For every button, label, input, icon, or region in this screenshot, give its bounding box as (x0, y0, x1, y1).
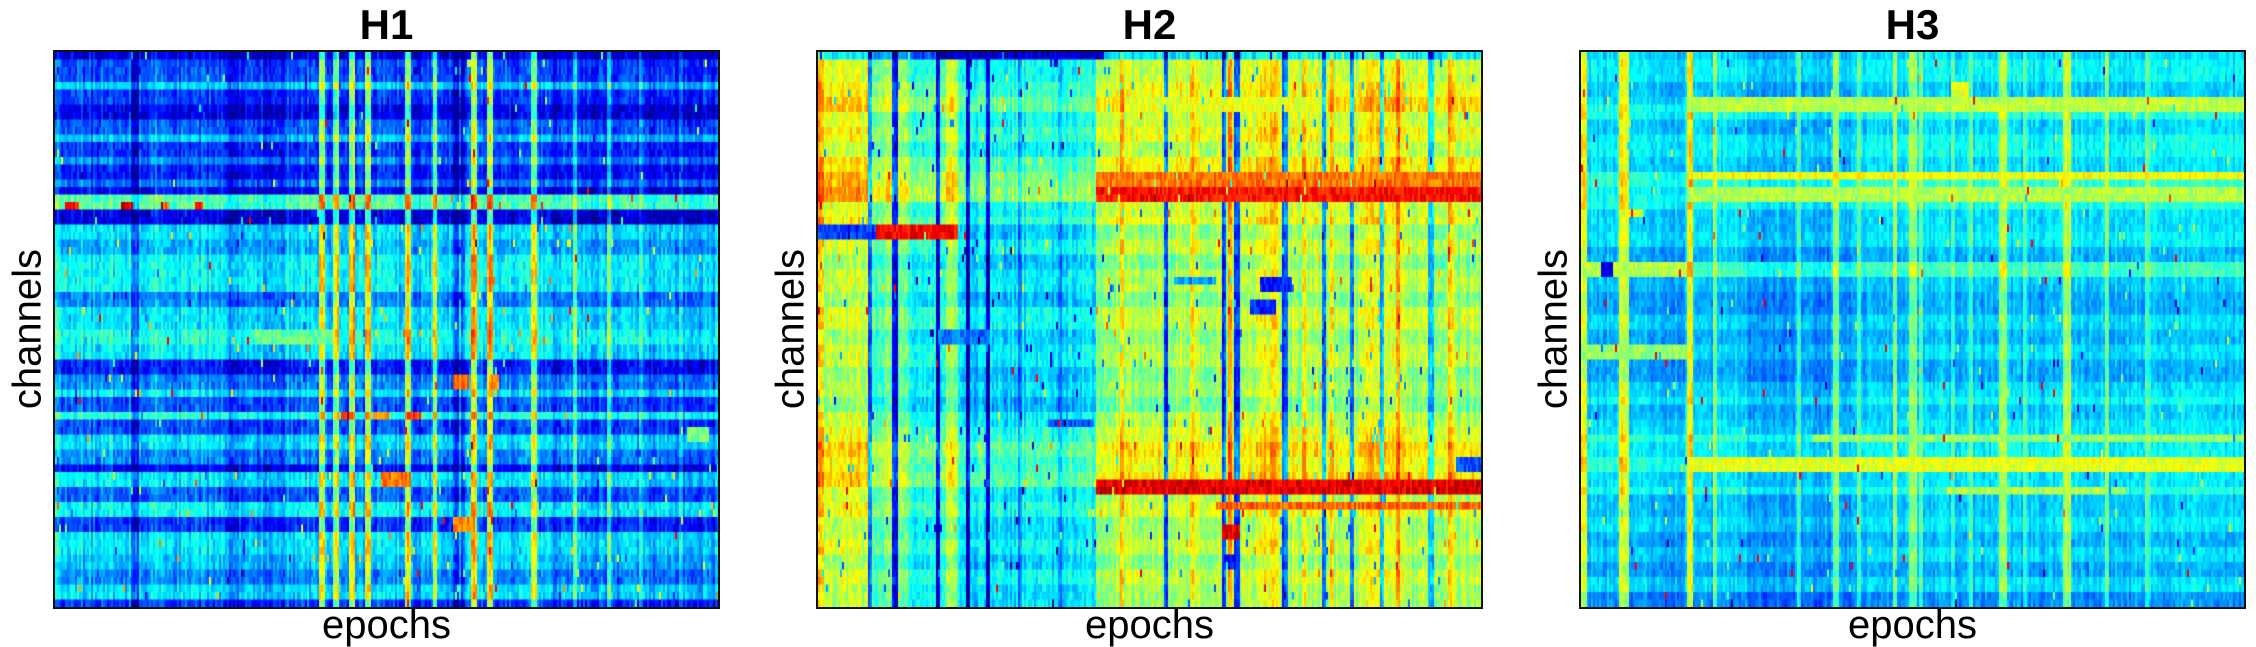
heatmap-canvas-h2 (816, 50, 1483, 609)
y-axis-label-h3: channels (1531, 248, 1576, 410)
x-axis-label-h1: epochs (322, 603, 451, 647)
y-axis-label-h1: channels (5, 248, 50, 410)
panel-title-h3: H3 (1885, 1, 1940, 48)
x-axis-label-h3: epochs (1848, 603, 1977, 647)
y-axis-label-h2: channels (768, 248, 813, 410)
heatmap-canvas-h1 (53, 50, 720, 609)
x-axis-label-h2: epochs (1085, 603, 1214, 647)
heatmap-canvas-h3 (1579, 50, 2246, 609)
panel-title-h1: H1 (359, 1, 414, 48)
panel-title-h2: H2 (1122, 1, 1177, 48)
